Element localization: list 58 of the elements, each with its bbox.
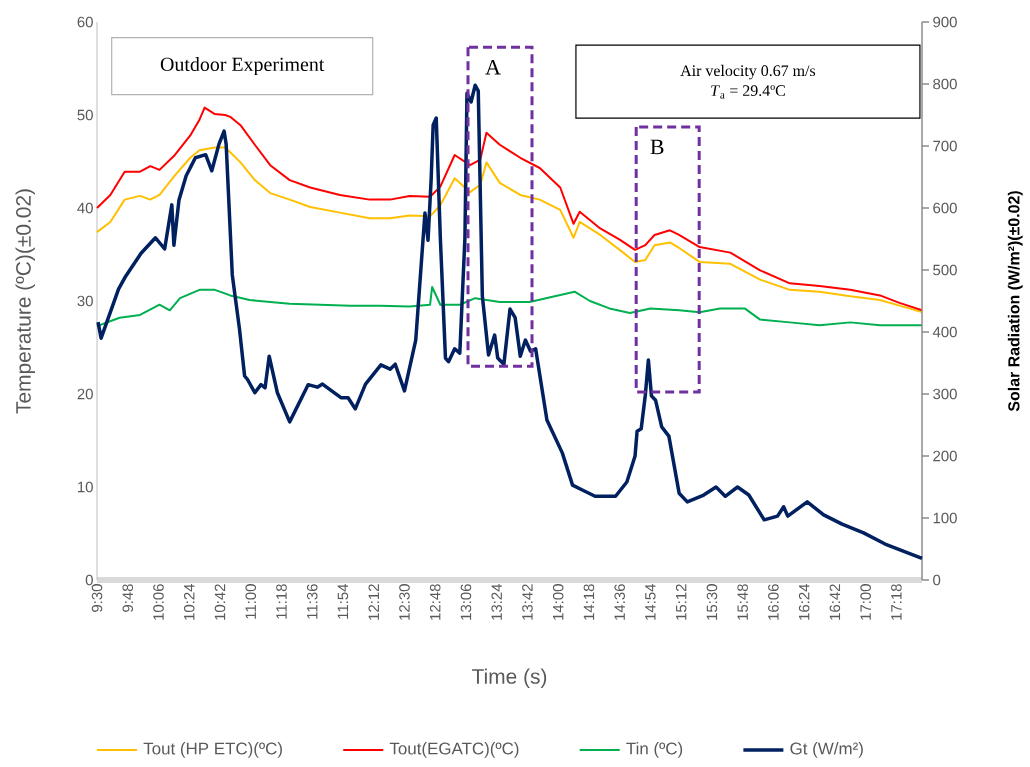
y-tick-label: 30 <box>77 295 93 307</box>
x-tick-label: 9:48 <box>122 584 134 612</box>
legend-label: Gt (W/m²) <box>790 742 863 758</box>
y2-tick-label: 300 <box>933 388 957 400</box>
y-tick-label: 40 <box>77 202 93 214</box>
annotation: Outdoor Experiment <box>160 57 325 76</box>
x-tick-label: 11:36 <box>306 584 318 619</box>
x-tick-label: 11:00 <box>245 584 257 619</box>
x-tick-label: 16:42 <box>829 584 841 620</box>
annotation: Air velocity 0.67 m/s <box>680 64 816 80</box>
y2-tick-label: 800 <box>933 78 957 90</box>
x-tick-label: 14:00 <box>552 584 564 620</box>
x-tick-label: 15:30 <box>706 584 718 620</box>
x-tick-label: 15:48 <box>737 584 748 620</box>
y-tick-label: 60 <box>77 16 93 28</box>
x-tick-label: 13:42 <box>522 584 533 620</box>
legend-label: Tout(EGATC)(ºC) <box>389 742 519 758</box>
y-axis-title: Temperature (ºC)(±0.02) <box>15 189 35 414</box>
x-tick-label: 9:30 <box>91 584 103 612</box>
annotation: B <box>650 139 664 155</box>
y2-tick-label: 500 <box>933 264 957 276</box>
y2-tick-label: 200 <box>933 450 957 462</box>
y-tick-label: 10 <box>78 481 93 493</box>
x-tick-label: 15:12 <box>675 584 687 620</box>
y2-axis-title: Solar Radiation (W/m²)(±0.02) <box>1007 191 1023 412</box>
x-tick-label: 11:18 <box>276 584 287 619</box>
x-tick-label: 16:24 <box>798 583 810 620</box>
x-tick-label: 16:06 <box>768 584 779 620</box>
y-tick-label: 20 <box>77 388 93 400</box>
x-tick-label: 10:06 <box>153 584 164 620</box>
legend-label: Tin (ºC) <box>626 742 683 758</box>
x-tick-label: 14:18 <box>583 584 595 620</box>
y-tick-label: 0 <box>85 574 93 586</box>
y2-tick-label: 400 <box>932 326 957 338</box>
y-tick-label: 50 <box>77 109 93 121</box>
x-axis-title: Time (s) <box>472 668 547 688</box>
x-tick-label: 10:42 <box>214 584 226 620</box>
x-tick-label: 12:48 <box>429 584 441 620</box>
x-tick-label: 14:36 <box>614 584 625 620</box>
x-tick-label: 10:24 <box>183 583 195 620</box>
y2-tick-label: 700 <box>933 140 957 152</box>
annotation: T$_{a}$ = 29.4ºC <box>711 85 785 99</box>
line-series <box>96 106 924 312</box>
x-tick-label: 14:54 <box>645 583 656 620</box>
x-tick-label: 17:18 <box>891 584 902 620</box>
x-tick-label: 17:00 <box>860 584 871 620</box>
y2-tick-label: 600 <box>933 202 957 214</box>
x-tick-label: 11:54 <box>337 583 349 619</box>
legend-label: Tout (HP ETC)(ºC) <box>143 742 282 758</box>
y2-tick-label: 0 <box>933 574 941 586</box>
x-tick-label: 13:06 <box>460 584 472 620</box>
line-series <box>96 83 924 561</box>
x-tick-label: 12:12 <box>368 584 379 620</box>
x-tick-label: 12:30 <box>399 584 410 620</box>
y2-tick-label: 900 <box>933 16 957 28</box>
annotation: A <box>485 59 501 75</box>
x-tick-label: 13:24 <box>491 583 502 620</box>
y2-tick-label: 100 <box>933 512 957 524</box>
